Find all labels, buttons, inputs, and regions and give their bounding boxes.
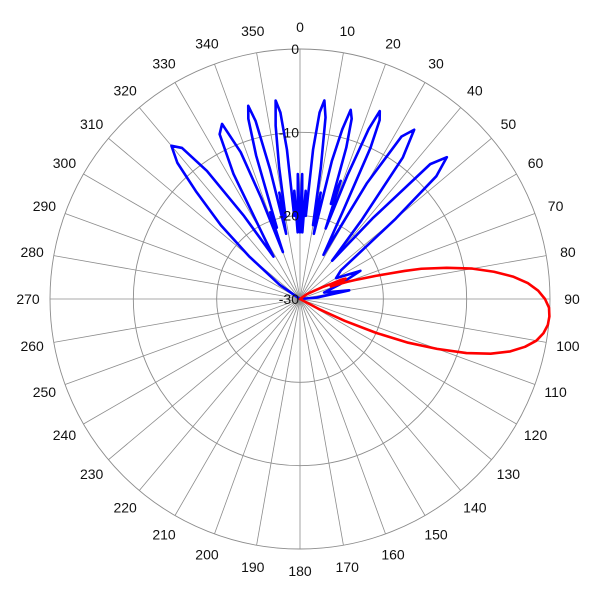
angle-tick-label: 100 — [556, 338, 580, 354]
angle-tick-label: 220 — [113, 499, 137, 515]
grid-spoke-33 — [174, 82, 301, 300]
series-1-line — [298, 266, 551, 355]
grid-spoke-19 — [256, 298, 301, 546]
angle-tick-label: 250 — [33, 384, 57, 400]
angle-tick-label: 150 — [424, 527, 448, 543]
angle-tick-label: 110 — [544, 384, 567, 400]
grid-spoke-17 — [299, 298, 344, 546]
angle-tick-label: 260 — [20, 338, 44, 354]
angle-tick-label: 340 — [195, 35, 219, 51]
grid-spoke-2 — [299, 63, 386, 300]
angle-tick-label: 240 — [53, 427, 77, 443]
angle-tick-label: 50 — [501, 116, 517, 132]
grid-spoke-10 — [299, 298, 547, 343]
angle-tick-label: 160 — [381, 547, 405, 563]
series-0-line — [170, 99, 449, 301]
angle-tick-label: 70 — [548, 198, 564, 214]
angle-tick-label: 190 — [241, 559, 265, 575]
angle-tick-label: 270 — [16, 291, 40, 307]
grid-spoke-35 — [256, 52, 301, 300]
angle-tick-label: 200 — [195, 547, 219, 563]
angle-tick-label: 60 — [528, 155, 544, 171]
grid-spoke-1 — [299, 52, 344, 300]
grid-spoke-32 — [138, 107, 301, 300]
angle-tick-label: 350 — [241, 23, 265, 39]
grid-spoke-25 — [64, 298, 301, 385]
grid-spoke-15 — [299, 298, 426, 516]
angle-tick-label: 210 — [152, 527, 176, 543]
angle-tick-label: 300 — [53, 155, 77, 171]
angle-tick-label: 90 — [564, 291, 580, 307]
grid-spoke-14 — [299, 298, 462, 491]
angle-tick-label: 230 — [80, 466, 104, 482]
grid-spoke-31 — [108, 137, 301, 300]
grid-spoke-16 — [299, 298, 386, 535]
angle-tick-label: 20 — [385, 35, 401, 51]
radial-tick-label: -30 — [279, 291, 299, 307]
grid-spoke-28 — [53, 255, 301, 300]
radial-tick-label: 0 — [291, 41, 299, 57]
grid-spoke-12 — [299, 298, 517, 425]
grid-spoke-21 — [174, 298, 301, 516]
grid-spoke-20 — [214, 298, 301, 535]
angle-tick-label: 140 — [463, 499, 487, 515]
angle-tick-label: 30 — [428, 55, 444, 71]
series-layer — [170, 99, 551, 355]
grid-spoke-30 — [83, 173, 301, 300]
grid-spoke-11 — [299, 298, 536, 385]
grid-spoke-23 — [108, 298, 301, 461]
angle-tick-label: 180 — [288, 563, 312, 579]
grid-spoke-26 — [53, 298, 301, 343]
angle-tick-label: 330 — [152, 55, 176, 71]
angle-tick-label: 170 — [336, 559, 360, 575]
angle-tick-label: 320 — [113, 83, 137, 99]
angle-tick-label: 290 — [33, 198, 57, 214]
angle-tick-label: 10 — [339, 23, 355, 39]
angle-tick-label: 310 — [80, 116, 104, 132]
grid-spoke-22 — [138, 298, 301, 491]
grid-spoke-13 — [299, 298, 492, 461]
angle-tick-label: 0 — [296, 19, 304, 35]
grid-spoke-29 — [64, 213, 301, 300]
angle-tick-label: 40 — [467, 83, 483, 99]
tick-labels: 0 10 20 30 40 50 60 70 80 90 100 110 120 130 140 150 160… — [16, 19, 580, 579]
grid-spoke-4 — [299, 107, 462, 300]
angle-tick-label: 80 — [560, 244, 576, 260]
grid-spoke-34 — [214, 63, 301, 300]
radial-tick-label: -20 — [279, 208, 299, 224]
radial-tick-label: -10 — [279, 124, 299, 140]
angle-tick-label: 280 — [20, 244, 44, 260]
angle-tick-label: 120 — [524, 427, 548, 443]
angle-tick-label: 130 — [497, 466, 521, 482]
grid-spoke-24 — [83, 298, 301, 425]
